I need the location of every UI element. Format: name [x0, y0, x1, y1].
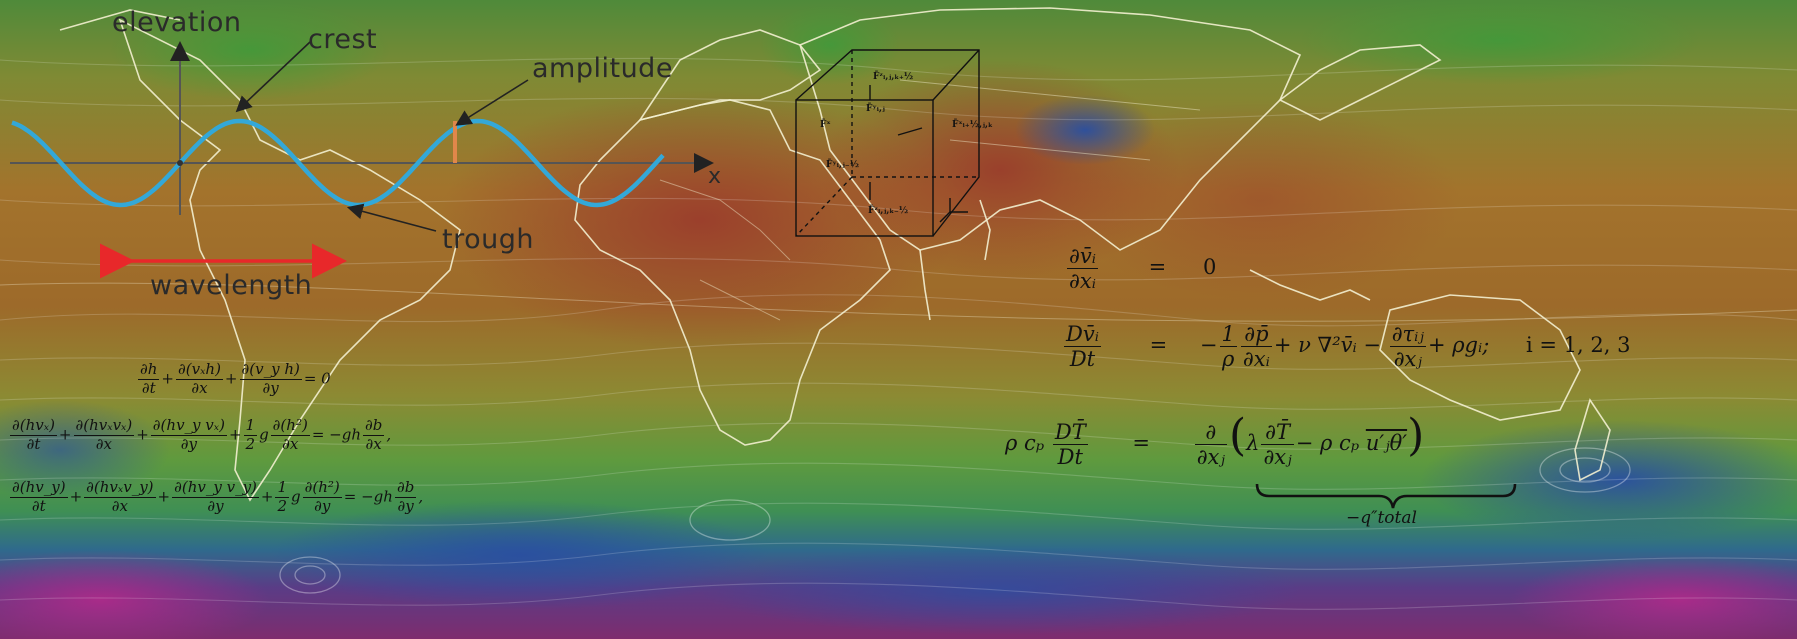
energy-underbrace: [1255, 483, 1517, 509]
momentum-lhs-denominator: Dt: [1069, 347, 1096, 372]
momentum-index-note: i = 1, 2, 3: [1525, 333, 1631, 358]
x-axis-label: x: [708, 164, 722, 189]
crest-label: crest: [308, 24, 378, 55]
continuity-equation: ∂v̄ᵢ ∂xᵢ = 0: [1065, 245, 1216, 292]
momentum-equals: =: [1149, 333, 1168, 358]
trough-label: trough: [442, 224, 534, 255]
shallow-water-equation-1: ∂h ∂t + ∂(vₓh) ∂x + ∂(v_y h) ∂y = 0: [138, 360, 331, 397]
momentum-lhs-numerator: Dv̄ᵢ: [1064, 322, 1101, 348]
shallow-water-equation-3: ∂(hv_y) ∂t + ∂(hvₓv_y) ∂x + ∂(hv_y v_y) ∂y +1 2 g ∂…: [10, 478, 424, 515]
continuity-rhs: 0: [1202, 255, 1217, 280]
energy-lhs-numerator: DT̄: [1052, 419, 1088, 445]
continuity-lhs-denominator: ∂xᵢ: [1069, 269, 1096, 294]
flux-label-y-lower: F̄ʸᵢ,ⱼ₋½: [826, 160, 859, 170]
continuity-equals: =: [1148, 255, 1167, 280]
flux-label-top: F̄ᶻᵢ,ⱼ,ₖ₊½: [873, 72, 914, 82]
elevation-label: elevation: [112, 7, 242, 38]
shallow-water-equation-2: ∂(hvₓ) ∂t + ∂(hvₓvₓ) ∂x + ∂(hv_y vₓ) ∂y +1 2 g ∂(h²…: [10, 416, 392, 453]
amplitude-label: amplitude: [532, 53, 673, 84]
wave-diagram: [10, 41, 714, 279]
flux-label-bottom: F̄ᶻᵢ,ⱼ,ₖ₋½: [868, 206, 909, 216]
momentum-equation: Dv̄ᵢ Dt = −1 ρ ∂p̄ ∂xᵢ + ν ∇²v̄ᵢ − ∂τᵢⱼ ∂xⱼ + ρ…: [1064, 322, 1631, 372]
energy-lhs-coefficient: ρ cₚ: [1005, 431, 1045, 455]
flux-label-x-right: F̄ˣᵢ₊½,ⱼ,ₖ: [952, 120, 993, 130]
flux-cube-diagram: [795, 49, 980, 237]
energy-lhs-denominator: Dt: [1057, 445, 1083, 469]
energy-equation: ρ cₚ DT̄ Dt = ∂ ∂xⱼ (λ ∂T̄ ∂xⱼ − ρ cₚ u′ⱼθ′): [1005, 410, 1425, 469]
wavelength-label: wavelength: [150, 270, 313, 301]
flux-label-x-left: F̄ˣ: [820, 120, 831, 130]
energy-brace-label: −q″total: [1346, 508, 1417, 528]
flux-label-y-upper: F̄ʸᵢ,ⱼ: [866, 104, 885, 114]
continuity-lhs-numerator: ∂v̄ᵢ: [1067, 244, 1098, 270]
energy-equals: =: [1132, 431, 1151, 455]
